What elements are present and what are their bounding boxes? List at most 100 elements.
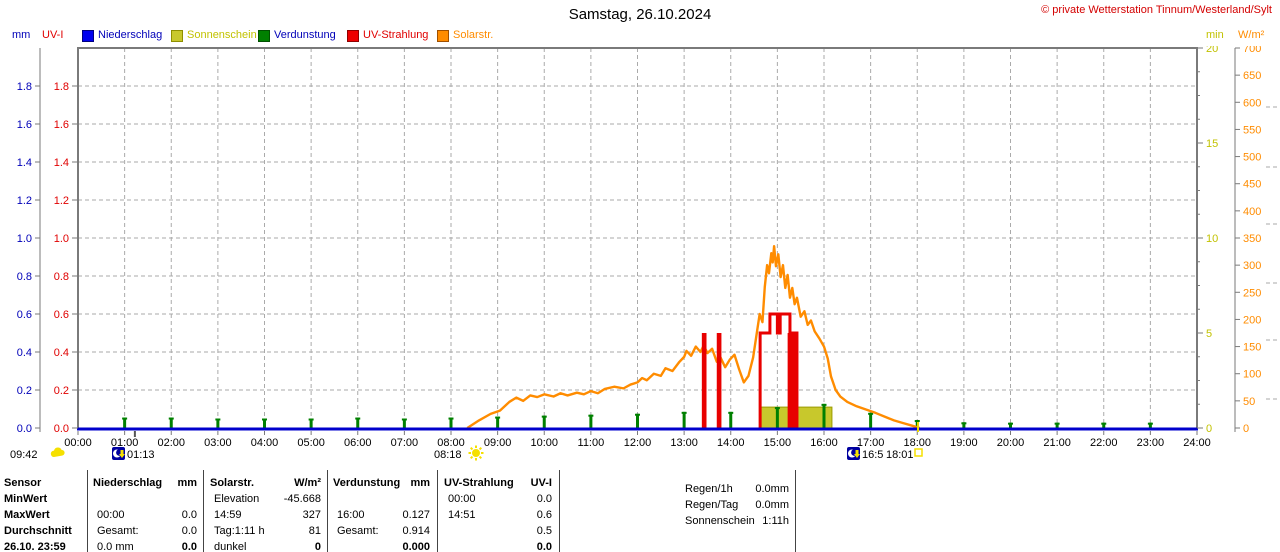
value: 0	[314, 541, 321, 552]
value-label: 14:51	[448, 509, 476, 521]
legend-label: Niederschlag	[98, 29, 163, 41]
value-label: 0.0 mm	[97, 541, 134, 552]
wm2-axis-tick-label: 650	[1243, 70, 1261, 82]
wm2-axis-tick-label: 250	[1243, 287, 1261, 299]
sun-ray-icon	[469, 446, 474, 451]
mm-axis-tick-label: 1.2	[17, 195, 32, 207]
x-axis-label: 10:00	[530, 437, 558, 449]
uv-spike	[716, 333, 722, 428]
legend-label: Verdunstung	[274, 29, 336, 41]
table-separator	[87, 470, 88, 552]
x-axis-label: 12:00	[624, 437, 652, 449]
column-header: Verdunstung	[333, 477, 401, 489]
extra-label: Regen/1h	[685, 483, 733, 495]
mm-axis-tick-label: 0.0	[17, 423, 32, 435]
table-separator	[795, 470, 796, 552]
evaporation-bar-cap	[308, 418, 314, 421]
column-unit: UV-I	[530, 477, 552, 489]
uv-axis-tick-label: 0.8	[54, 271, 69, 283]
value: 0.5	[536, 525, 552, 537]
x-axis-label: 21:00	[1043, 437, 1071, 449]
evaporation-bar-cap	[774, 407, 780, 410]
legend-swatch-icon	[258, 30, 270, 42]
wm2-axis-tick-label: 100	[1243, 369, 1261, 381]
wm2-axis-tick-label: 200	[1243, 314, 1261, 326]
sun-set-square-icon	[914, 448, 923, 457]
value: 0.0	[181, 525, 197, 537]
moon-arrow-icon	[854, 450, 860, 458]
column-unit: mm	[410, 477, 430, 489]
min-axis-tick-label: 10	[1206, 233, 1218, 245]
evaporation-bar-cap	[1101, 422, 1107, 425]
legend-swatch-icon	[82, 30, 94, 42]
wm2-axis-tick-label: 400	[1243, 206, 1261, 218]
table-separator	[437, 470, 438, 552]
legend-swatch-icon	[171, 30, 183, 42]
evaporation-bar	[729, 411, 733, 428]
evaporation-bar	[682, 411, 686, 428]
table-separator	[327, 470, 328, 552]
wm2-axis-tick-label: 550	[1243, 124, 1261, 136]
value-label: Elevation	[214, 493, 260, 505]
evaporation-bar-cap	[401, 418, 407, 421]
x-axis-label: 05:00	[297, 437, 325, 449]
x-axis-label: 24:00	[1183, 437, 1211, 449]
extra-value: 0.0mm	[755, 483, 789, 495]
legend-label: UV-Strahlung	[363, 29, 429, 41]
evaporation-bar	[169, 417, 173, 428]
mm-axis-tick-label: 1.0	[17, 233, 32, 245]
evaporation-bar-cap	[122, 417, 128, 420]
mm-axis-tick-label: 1.8	[17, 81, 32, 93]
legend-row: mm UV-I Niederschlag Sonnenschein Verdunstun…	[0, 27, 1280, 45]
evaporation-bar-cap	[262, 418, 267, 421]
min-axis-tick-label: 5	[1206, 328, 1212, 340]
uv-axis-tick-label: 0.0	[54, 423, 69, 435]
evaporation-bar	[636, 413, 639, 428]
uv-axis-tick-label: 0.4	[54, 347, 69, 359]
wm2-axis-tick-label: 500	[1243, 152, 1261, 164]
summary-table: Sensor MinWert MaxWert Durchschnitt 26.10. 2…	[0, 470, 1280, 552]
wm2-axis-tick-label: 300	[1243, 260, 1261, 272]
mm-axis-tick-label: 0.4	[17, 347, 32, 359]
sun-cloud-icon	[50, 447, 65, 457]
x-axis-label: 00:00	[64, 437, 92, 449]
evaporation-bar-cap	[588, 414, 594, 417]
evaporation-bar-cap	[448, 417, 454, 420]
uv-axis-tick-label: 1.8	[54, 81, 69, 93]
row-label: Durchschnitt	[4, 525, 72, 537]
value: -45.668	[283, 493, 321, 505]
value: 0.0	[181, 541, 197, 552]
evaporation-bar-cap	[1008, 422, 1013, 425]
evaporation-bar	[775, 407, 779, 428]
value: 81	[308, 525, 321, 537]
uv-axis-tick-label: 0.2	[54, 385, 69, 397]
evaporation-bar	[123, 417, 127, 428]
moon-low-time-label: 01:13	[127, 449, 155, 461]
uv-axis-tick-label: 1.4	[54, 157, 69, 169]
evaporation-bar-cap	[728, 411, 734, 414]
legend-swatch-icon	[347, 30, 359, 42]
wm2-axis-tick-label: 600	[1243, 97, 1261, 109]
evaporation-bar-cap	[681, 411, 687, 414]
column-header: Niederschlag	[93, 477, 163, 489]
x-axis-label: 13:00	[670, 437, 698, 449]
mm-axis-tick-label: 0.8	[17, 271, 32, 283]
evaporation-bar-cap	[635, 413, 640, 416]
value: 0.127	[402, 509, 430, 521]
x-axis-label: 18:00	[903, 437, 931, 449]
value-label: 00:00	[448, 493, 476, 505]
evaporation-bar	[542, 415, 546, 428]
x-axis-label: 01:00	[111, 437, 139, 449]
x-axis-label: 04:00	[251, 437, 279, 449]
moonset-time-label: 09:42	[10, 449, 38, 461]
sun-ray-icon	[469, 455, 474, 460]
value: 0.0	[536, 541, 552, 552]
uv-step-line	[758, 312, 799, 428]
legend-label: Solarstr.	[453, 29, 494, 41]
evaporation-bar-cap	[914, 420, 920, 423]
value-label: Tag:1:11 h	[214, 525, 265, 537]
evaporation-bar-cap	[1147, 422, 1153, 425]
x-axis-label: 07:00	[391, 437, 419, 449]
uv-spike	[701, 333, 707, 428]
